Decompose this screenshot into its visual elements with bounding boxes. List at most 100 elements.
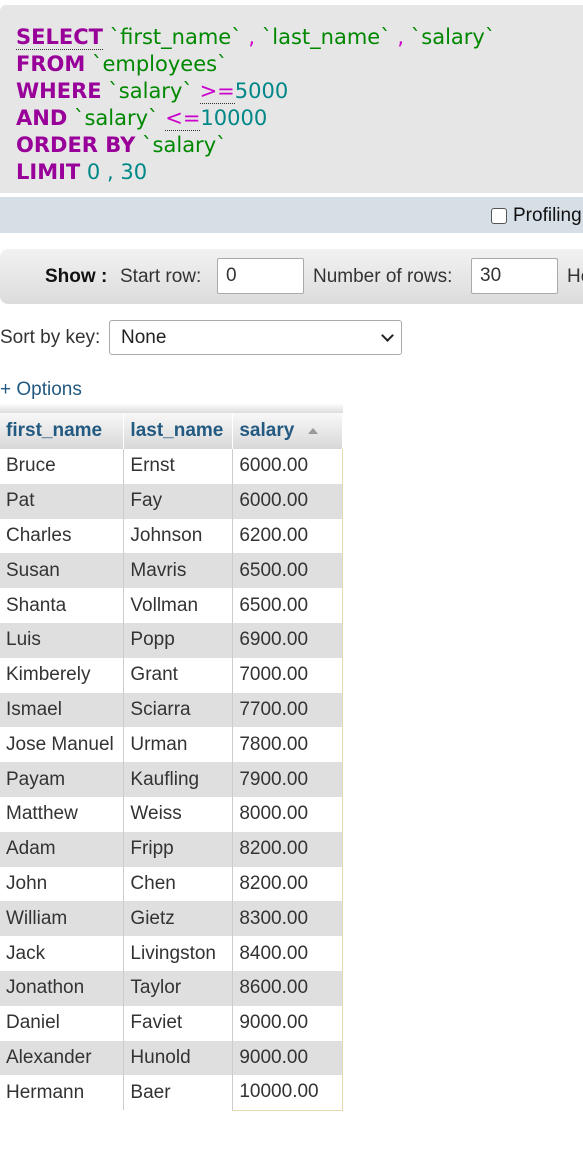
- options-link[interactable]: + Options: [0, 379, 82, 400]
- cell-first-name[interactable]: Jose Manuel: [0, 727, 125, 763]
- cell-salary[interactable]: 6000.00: [232, 483, 343, 519]
- cell-last-name[interactable]: Popp: [123, 622, 234, 658]
- cell-last-name[interactable]: Hunold: [123, 1040, 234, 1076]
- table-row[interactable]: Alexander Hunold 9000.00: [0, 1040, 343, 1076]
- table-row[interactable]: Jonathon Taylor 8600.00: [0, 970, 343, 1006]
- cell-first-name[interactable]: Adam: [0, 831, 125, 867]
- cell-salary[interactable]: 6900.00: [232, 622, 343, 658]
- cell-first-name[interactable]: Payam: [0, 762, 125, 797]
- sql-comma: ,: [397, 25, 405, 49]
- cell-last-name[interactable]: Fay: [123, 483, 234, 519]
- cell-last-name[interactable]: Ernst: [123, 449, 234, 484]
- cell-salary[interactable]: 7900.00: [232, 762, 343, 797]
- cell-salary[interactable]: 8200.00: [232, 831, 343, 867]
- cell-salary[interactable]: 6000.00: [232, 449, 343, 484]
- table-row[interactable]: Jack Livingston 8400.00: [0, 936, 343, 971]
- cell-salary[interactable]: 8300.00: [232, 901, 343, 937]
- cell-first-name[interactable]: Jonathon: [0, 970, 125, 1006]
- table-row[interactable]: Matthew Weiss 8000.00: [0, 796, 343, 832]
- cell-salary[interactable]: 8000.00: [232, 796, 343, 832]
- table-row[interactable]: Jose Manuel Urman 7800.00: [0, 727, 343, 763]
- navigation-bar: Show : Start row: Number of rows: Header…: [0, 249, 583, 304]
- cell-last-name[interactable]: Baer: [123, 1075, 234, 1111]
- cell-last-name[interactable]: Faviet: [123, 1005, 234, 1041]
- table-row[interactable]: Bruce Ernst 6000.00: [0, 449, 343, 484]
- sql-comma: ,: [248, 25, 256, 49]
- column-header-last-name[interactable]: last_name: [123, 413, 234, 449]
- table-row[interactable]: Luis Popp 6900.00: [0, 622, 343, 658]
- cell-first-name[interactable]: Matthew: [0, 796, 125, 832]
- sql-operator-le: <=: [165, 106, 201, 131]
- table-header-row: first_name last_name salary: [0, 413, 343, 449]
- cell-salary[interactable]: 8400.00: [232, 936, 343, 971]
- column-header-salary-label: salary: [239, 420, 295, 441]
- cell-last-name[interactable]: Chen: [123, 866, 234, 902]
- cell-salary[interactable]: 9000.00: [232, 1040, 343, 1076]
- cell-first-name[interactable]: John: [0, 866, 125, 902]
- cell-last-name[interactable]: Gietz: [123, 901, 234, 937]
- cell-last-name[interactable]: Grant: [123, 657, 234, 693]
- table-row[interactable]: Shanta Vollman 6500.00: [0, 588, 343, 623]
- cell-salary[interactable]: 8600.00: [232, 970, 343, 1006]
- cell-salary[interactable]: 6500.00: [232, 588, 343, 623]
- cell-last-name[interactable]: Johnson: [123, 518, 234, 554]
- cell-first-name[interactable]: Luis: [0, 622, 125, 658]
- cell-first-name[interactable]: Alexander: [0, 1040, 125, 1076]
- cell-first-name[interactable]: Jack: [0, 936, 125, 971]
- cell-first-name[interactable]: Susan: [0, 553, 125, 589]
- sql-order-column: `salary`: [142, 133, 227, 157]
- cell-last-name[interactable]: Urman: [123, 727, 234, 763]
- table-row[interactable]: Adam Fripp 8200.00: [0, 831, 343, 867]
- cell-first-name[interactable]: Charles: [0, 518, 125, 554]
- cell-first-name[interactable]: Ismael: [0, 692, 125, 728]
- cell-first-name[interactable]: William: [0, 901, 125, 937]
- cell-first-name[interactable]: Hermann: [0, 1075, 125, 1111]
- headers-every-label: Headers every: [567, 266, 583, 287]
- table-row[interactable]: Susan Mavris 6500.00: [0, 553, 343, 589]
- table-row[interactable]: John Chen 8200.00: [0, 866, 343, 902]
- cell-last-name[interactable]: Weiss: [123, 796, 234, 832]
- sort-by-key-select[interactable]: None: [109, 320, 402, 355]
- cell-salary[interactable]: 8200.00: [232, 866, 343, 902]
- cell-last-name[interactable]: Vollman: [123, 588, 234, 623]
- sql-column-first-name: `first_name`: [109, 25, 242, 49]
- table-row[interactable]: Daniel Faviet 9000.00: [0, 1005, 343, 1041]
- table-row[interactable]: Kimberely Grant 7000.00: [0, 657, 343, 693]
- profiling-checkbox[interactable]: [491, 208, 507, 224]
- cell-last-name[interactable]: Kaufling: [123, 762, 234, 797]
- table-row[interactable]: Pat Fay 6000.00: [0, 483, 343, 519]
- cell-salary[interactable]: 10000.00: [232, 1075, 343, 1111]
- cell-first-name[interactable]: Bruce: [0, 449, 125, 484]
- table-row[interactable]: Payam Kaufling 7900.00: [0, 762, 343, 797]
- cell-salary[interactable]: 6500.00: [232, 553, 343, 589]
- sql-keyword-select[interactable]: SELECT: [16, 25, 103, 50]
- number-of-rows-input[interactable]: [471, 258, 558, 294]
- sql-comma: ,: [106, 160, 114, 184]
- cell-first-name[interactable]: Pat: [0, 483, 125, 519]
- table-row[interactable]: Hermann Baer 10000.00: [0, 1075, 343, 1111]
- sql-keyword-order-by: ORDER BY: [16, 133, 136, 157]
- cell-salary[interactable]: 7800.00: [232, 727, 343, 763]
- table-row[interactable]: Ismael Sciarra 7700.00: [0, 692, 343, 728]
- cell-first-name[interactable]: Kimberely: [0, 657, 125, 693]
- cell-last-name[interactable]: Mavris: [123, 553, 234, 589]
- profiling-toggle[interactable]: Profiling: [491, 205, 582, 227]
- cell-first-name[interactable]: Daniel: [0, 1005, 125, 1041]
- sql-keyword-where: WHERE: [16, 79, 102, 103]
- column-header-first-name[interactable]: first_name: [0, 413, 125, 449]
- column-header-salary[interactable]: salary: [232, 413, 343, 449]
- chevron-down-icon: [381, 329, 394, 342]
- cell-last-name[interactable]: Sciarra: [123, 692, 234, 728]
- cell-salary[interactable]: 7700.00: [232, 692, 343, 728]
- table-row[interactable]: William Gietz 8300.00: [0, 901, 343, 937]
- cell-last-name[interactable]: Fripp: [123, 831, 234, 867]
- cell-salary[interactable]: 7000.00: [232, 657, 343, 693]
- cell-salary[interactable]: 9000.00: [232, 1005, 343, 1041]
- cell-last-name[interactable]: Taylor: [123, 970, 234, 1006]
- sort-by-key-label: Sort by key:: [0, 327, 101, 348]
- cell-last-name[interactable]: Livingston: [123, 936, 234, 971]
- start-row-input[interactable]: [217, 258, 304, 294]
- cell-salary[interactable]: 6200.00: [232, 518, 343, 554]
- cell-first-name[interactable]: Shanta: [0, 588, 125, 623]
- table-row[interactable]: Charles Johnson 6200.00: [0, 518, 343, 554]
